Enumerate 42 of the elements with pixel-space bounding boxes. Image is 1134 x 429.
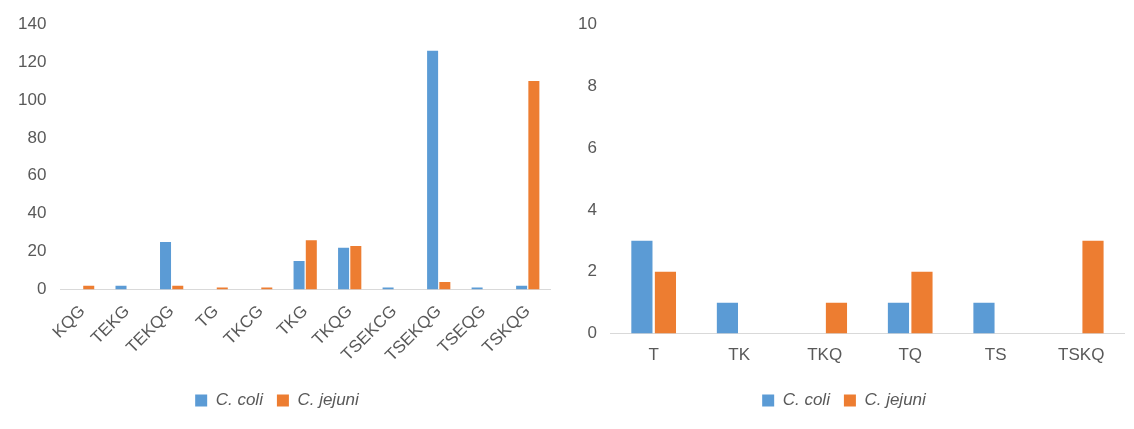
y-tick-label: 6 bbox=[587, 137, 597, 157]
bar bbox=[439, 281, 451, 290]
y-tick-label: 60 bbox=[27, 165, 47, 185]
bar bbox=[293, 261, 305, 290]
bar bbox=[338, 247, 350, 290]
x-tick-label: TSKQ bbox=[1058, 345, 1105, 365]
y-tick-label: 2 bbox=[587, 261, 597, 281]
legend-label: C. coli bbox=[215, 390, 265, 410]
legend-label: C. jejuni bbox=[297, 390, 361, 410]
x-tick-label: TKQ bbox=[807, 345, 843, 365]
bar bbox=[350, 245, 362, 290]
y-tick-label: 0 bbox=[36, 279, 47, 299]
x-tick-label: T bbox=[648, 345, 659, 365]
y-tick-label: 140 bbox=[17, 13, 47, 33]
y-tick-label: 80 bbox=[27, 127, 47, 147]
x-tick-label: TKG bbox=[273, 301, 312, 340]
x-tick-label: TK bbox=[728, 345, 751, 365]
bar bbox=[973, 302, 995, 334]
bar bbox=[631, 240, 653, 334]
y-tick-label: 100 bbox=[17, 89, 47, 109]
x-tick-label: TG bbox=[192, 301, 223, 332]
bar bbox=[528, 81, 540, 290]
bar bbox=[825, 302, 848, 334]
bar bbox=[911, 271, 933, 334]
y-tick-label: 20 bbox=[27, 241, 47, 261]
bar bbox=[654, 271, 677, 334]
bar bbox=[1082, 240, 1104, 334]
y-tick-label: 120 bbox=[17, 51, 47, 71]
bar bbox=[305, 240, 317, 290]
y-tick-label: 40 bbox=[27, 203, 47, 223]
y-tick-label: 4 bbox=[587, 199, 597, 219]
y-tick-label: 10 bbox=[577, 13, 597, 33]
x-tick-label: TQ bbox=[898, 345, 923, 365]
y-tick-label: 8 bbox=[587, 75, 597, 95]
y-tick-label: 0 bbox=[587, 323, 597, 343]
x-tick-label: TS bbox=[984, 345, 1007, 365]
bar bbox=[887, 302, 910, 334]
bar bbox=[716, 302, 739, 334]
legend-label: C. jejuni bbox=[864, 390, 928, 410]
bar bbox=[427, 50, 439, 290]
bar bbox=[160, 242, 172, 290]
legend-label: C. coli bbox=[782, 390, 832, 410]
